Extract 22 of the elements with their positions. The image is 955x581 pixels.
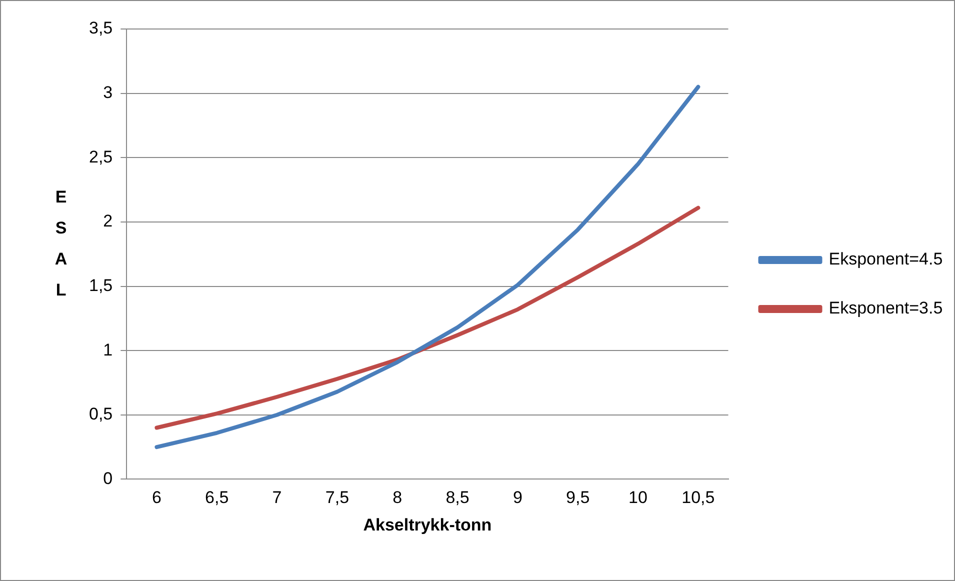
x-tick-label: 10,5 [682,488,715,508]
y-tick-label: 2 [103,212,113,231]
x-tick-label: 9 [512,488,522,508]
y-tick-label: 1 [103,340,113,360]
x-tick-label: 8,5 [446,488,470,508]
x-tick-label: 6 [152,488,162,508]
legend-label: Eksponent=3.5 [828,298,943,318]
y-axis-title: ESAL [54,187,68,300]
x-tick-label: 10 [628,488,648,508]
x-axis-title: Akseltrykk-tonn [363,515,492,534]
y-tick-label: 2,5 [88,147,113,166]
x-tick-label: 7,5 [325,488,350,508]
x-tick-label: 6,5 [205,488,229,508]
y-tick-label: 0,5 [88,404,113,424]
x-tick-label: 9,5 [566,488,590,508]
x-tick-label: 7 [272,488,282,508]
y-tick-label: 3,5 [88,18,113,38]
legend-label: Eksponent=4.5 [828,250,943,269]
y-tick-label: 3 [103,83,113,102]
x-tick-label: 8 [392,488,402,508]
y-tick-label: 0 [103,468,113,488]
y-tick-label: 1,5 [88,276,113,295]
